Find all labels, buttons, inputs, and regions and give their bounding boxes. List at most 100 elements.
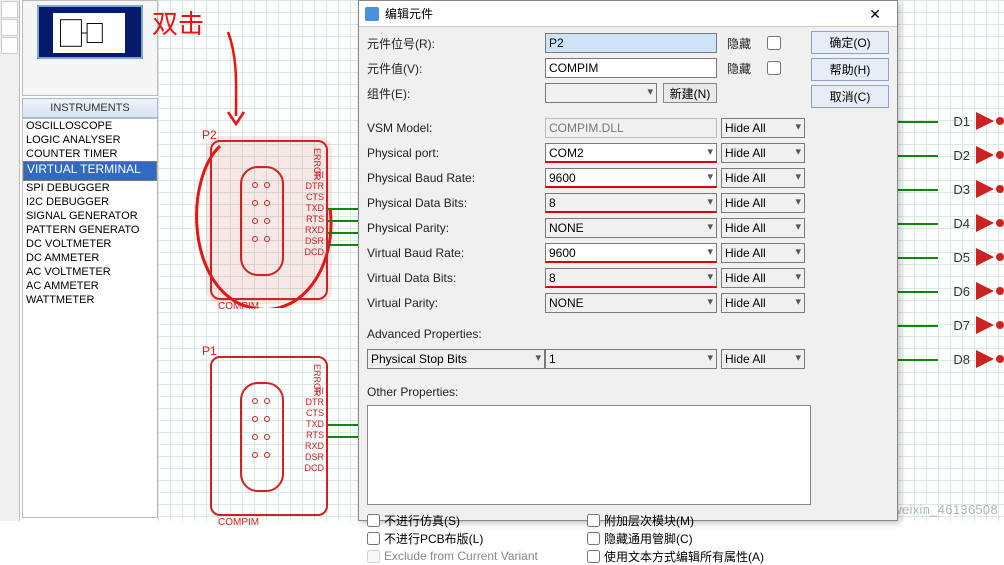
vis-pport[interactable] [721, 143, 805, 163]
new-group-button[interactable]: 新建(N) [663, 83, 717, 103]
p1-body [240, 382, 284, 492]
vis-pbaud[interactable] [721, 168, 805, 188]
hide-ref-checkbox[interactable] [767, 36, 781, 50]
dialog-body: 元件位号(R): 隐藏 元件值(V): 隐藏 组件(E): 新建(N) VSM … [367, 31, 889, 514]
label-adv: Advanced Properties: [367, 327, 545, 341]
chk-hide-pins[interactable] [587, 532, 600, 545]
vsm-model [545, 118, 717, 138]
vis-pdata[interactable] [721, 193, 805, 213]
lbl-hide-pins: 隐藏通用管脚(C) [604, 530, 693, 547]
tool-2[interactable] [1, 19, 18, 36]
input-value[interactable] [545, 58, 717, 78]
vis-vdata[interactable] [721, 268, 805, 288]
lbl-no-pcb: 不进行PCB布版(L) [384, 530, 483, 547]
label-pbaud: Physical Baud Rate: [367, 171, 545, 185]
select-adv-prop[interactable] [367, 349, 545, 369]
p1-ref: P1 [202, 344, 217, 358]
p2-ref: P2 [202, 128, 217, 142]
instrument-item[interactable]: VIRTUAL TERMINAL [23, 161, 157, 181]
led-d1: D1 [953, 112, 1004, 130]
led-d7: D7 [953, 316, 1004, 334]
preview-box [37, 5, 143, 59]
select-virtual-data[interactable] [545, 268, 717, 288]
select-virtual-parity[interactable] [545, 293, 717, 313]
label-val: 元件值(V): [367, 60, 545, 77]
chk-exclude [367, 550, 380, 563]
instrument-item[interactable]: COUNTER TIMER [23, 147, 157, 161]
instrument-item[interactable]: SPI DEBUGGER [23, 181, 157, 195]
p1-pin-labels: RIDTRCTSTXDRTSRXDDSRDCD [305, 386, 325, 474]
other-properties-textarea[interactable] [367, 405, 811, 505]
dialog-title-text: 编辑元件 [385, 5, 433, 22]
hide-label-2: 隐藏 [727, 60, 767, 77]
led-d4: D4 [953, 214, 1004, 232]
label-pport: Physical port: [367, 146, 545, 160]
input-ref[interactable] [545, 33, 717, 53]
led-d6: D6 [953, 282, 1004, 300]
select-virtual-baud[interactable] [545, 243, 717, 263]
instrument-item[interactable]: I2C DEBUGGER [23, 195, 157, 209]
label-vparity: Virtual Parity: [367, 296, 545, 310]
component-p2[interactable]: P2 ERROR RIDTRCTSTXDRTSRXDDSRDCD COMPIM [210, 140, 328, 300]
select-physical-data[interactable] [545, 193, 717, 213]
led-d8: D8 [953, 350, 1004, 368]
select-group[interactable] [545, 83, 657, 103]
instrument-item[interactable]: LOGIC ANALYSER [23, 133, 157, 147]
lbl-hier: 附加层次模块(M) [604, 512, 694, 529]
instrument-item[interactable]: DC VOLTMETER [23, 237, 157, 251]
led-d2: D2 [953, 146, 1004, 164]
instrument-item[interactable]: AC AMMETER [23, 279, 157, 293]
label-pdata: Physical Data Bits: [367, 196, 545, 210]
preview-thumbnail [22, 0, 158, 96]
vis-pparity[interactable] [721, 218, 805, 238]
edit-component-dialog: 编辑元件 ✕ 确定(O) 帮助(H) 取消(C) 元件位号(R): 隐藏 元件值… [358, 0, 898, 521]
select-physical-parity[interactable] [545, 218, 717, 238]
chk-text-edit[interactable] [587, 550, 600, 563]
instrument-item[interactable]: DC AMMETER [23, 251, 157, 265]
label-pparity: Physical Parity: [367, 221, 545, 235]
hide-val-checkbox[interactable] [767, 61, 781, 75]
instruments-header: INSTRUMENTS [22, 98, 158, 118]
lbl-exclude: Exclude from Current Variant [384, 549, 538, 563]
instrument-item[interactable]: WATTMETER [23, 293, 157, 307]
vis-vparity[interactable] [721, 293, 805, 313]
vis-vsm[interactable] [721, 118, 805, 138]
instrument-item[interactable]: PATTERN GENERATO [23, 223, 157, 237]
label-vdata: Virtual Data Bits: [367, 271, 545, 285]
select-adv-value[interactable] [545, 349, 717, 369]
p2-pin-labels: RIDTRCTSTXDRTSRXDDSRDCD [305, 170, 325, 258]
label-other: Other Properties: [367, 385, 545, 399]
chk-hier[interactable] [587, 514, 600, 527]
dialog-titlebar[interactable]: 编辑元件 ✕ [359, 1, 897, 27]
instrument-item[interactable]: OSCILLOSCOPE [23, 119, 157, 133]
component-p1[interactable]: P1 ERROR RIDTRCTSTXDRTSRXDDSRDCD COMPIM [210, 356, 328, 516]
instrument-item[interactable]: SIGNAL GENERATOR [23, 209, 157, 223]
led-d3: D3 [953, 180, 1004, 198]
tool-1[interactable] [1, 1, 18, 18]
vis-vbaud[interactable] [721, 243, 805, 263]
chk-no-sim[interactable] [367, 514, 380, 527]
p2-body [240, 166, 284, 276]
label-grp: 组件(E): [367, 85, 545, 102]
instruments-list[interactable]: OSCILLOSCOPELOGIC ANALYSERCOUNTER TIMERV… [22, 118, 158, 518]
lbl-no-sim: 不进行仿真(S) [384, 512, 460, 529]
select-physical-baud[interactable] [545, 168, 717, 188]
select-physical-port[interactable] [545, 143, 717, 163]
dialog-icon [365, 7, 379, 21]
label-vbaud: Virtual Baud Rate: [367, 246, 545, 260]
p2-value: COMPIM [218, 301, 259, 312]
close-icon[interactable]: ✕ [853, 1, 897, 27]
led-d5: D5 [953, 248, 1004, 266]
left-column: INSTRUMENTS OSCILLOSCOPELOGIC ANALYSERCO… [0, 0, 158, 521]
label-vsm: VSM Model: [367, 121, 545, 135]
instrument-item[interactable]: AC VOLTMETER [23, 265, 157, 279]
p1-value: COMPIM [218, 517, 259, 528]
lbl-text-edit: 使用文本方式编辑所有属性(A) [604, 548, 764, 565]
chk-no-pcb[interactable] [367, 532, 380, 545]
vis-adv[interactable] [721, 349, 805, 369]
tool-strip [0, 0, 20, 521]
hide-label-1: 隐藏 [727, 35, 767, 52]
tool-3[interactable] [1, 37, 18, 54]
label-ref: 元件位号(R): [367, 35, 545, 52]
handwritten-note: 双击 [152, 4, 204, 41]
